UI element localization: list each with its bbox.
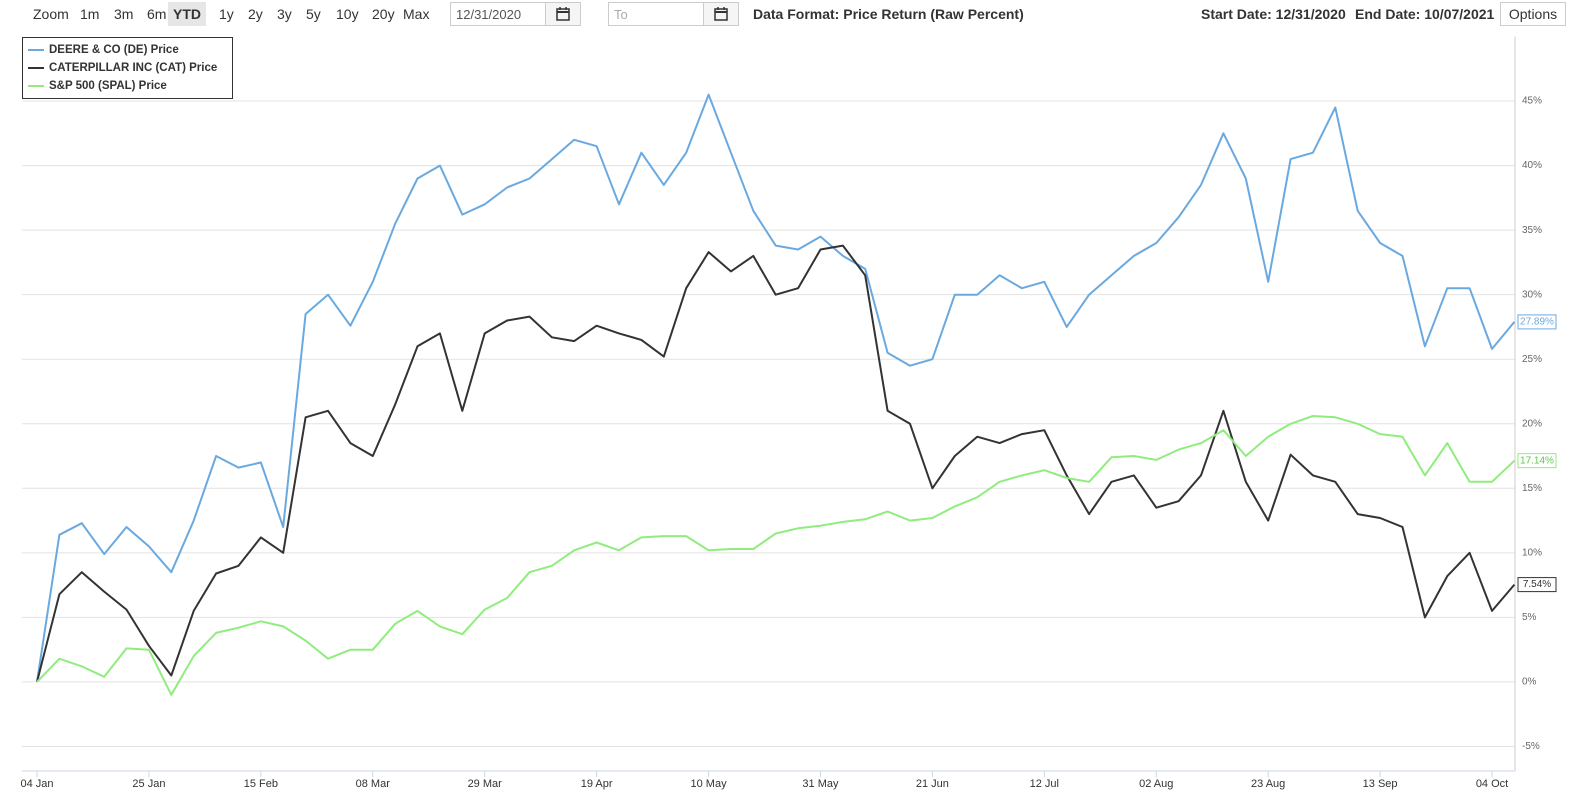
end-label: 17.14% xyxy=(1520,455,1554,466)
x-tick-label: 25 Jan xyxy=(132,778,165,790)
zoom-button[interactable]: 2y xyxy=(248,6,263,22)
series-line xyxy=(36,244,1516,683)
x-tick-label: 29 Mar xyxy=(468,778,503,790)
y-tick-label: 35% xyxy=(1522,225,1542,236)
zoom-button[interactable]: 3y xyxy=(277,6,292,22)
y-tick-label: -5% xyxy=(1522,741,1540,752)
series-line xyxy=(36,93,1516,683)
calendar-button[interactable] xyxy=(703,2,739,26)
calendar-button[interactable] xyxy=(545,2,581,26)
start-date: Start Date: 12/31/2020 xyxy=(1201,6,1346,22)
y-tick-label: 30% xyxy=(1522,289,1542,300)
x-tick-label: 15 Feb xyxy=(244,778,278,790)
x-tick-label: 12 Jul xyxy=(1030,778,1059,790)
x-tick-label: 10 May xyxy=(691,778,728,790)
legend-label: CATERPILLAR INC (CAT) Price xyxy=(49,62,217,74)
calendar-icon xyxy=(556,7,570,21)
legend-box xyxy=(22,37,233,99)
x-tick-label: 31 May xyxy=(802,778,839,790)
x-tick-label: 21 Jun xyxy=(916,778,949,790)
zoom-button[interactable]: 10y xyxy=(336,6,359,22)
zoom-button[interactable]: 20y xyxy=(372,6,395,22)
x-tick-label: 19 Apr xyxy=(581,778,613,790)
y-tick-label: 15% xyxy=(1522,483,1542,494)
series-line xyxy=(36,415,1516,696)
zoom-label: Zoom xyxy=(33,6,69,22)
y-tick-label: 25% xyxy=(1522,354,1542,365)
x-tick-label: 23 Aug xyxy=(1251,778,1285,790)
options-button[interactable]: Options xyxy=(1500,2,1566,26)
zoom-button[interactable]: 1y xyxy=(219,6,234,22)
zoom-button[interactable]: Max xyxy=(403,6,430,22)
calendar-icon xyxy=(714,7,728,21)
zoom-button[interactable]: YTD xyxy=(168,2,206,26)
from-date-input[interactable]: 12/31/2020 xyxy=(450,2,546,26)
end-date: End Date: 10/07/2021 xyxy=(1355,6,1495,22)
x-tick-label: 04 Jan xyxy=(20,778,53,790)
zoom-button[interactable]: 6m xyxy=(147,6,167,22)
end-flag xyxy=(1517,314,1557,330)
end-label: 7.54% xyxy=(1523,579,1551,590)
zoom-button[interactable]: 1m xyxy=(80,6,100,22)
to-date-input[interactable]: To xyxy=(608,2,704,26)
zoom-button[interactable]: 5y xyxy=(306,6,321,22)
y-tick-label: 40% xyxy=(1522,160,1542,171)
y-tick-label: 0% xyxy=(1522,677,1537,688)
data-format: Data Format: Price Return (Raw Percent) xyxy=(753,6,1024,22)
end-flag xyxy=(1517,577,1557,593)
y-tick-label: 20% xyxy=(1522,418,1542,429)
x-tick-label: 13 Sep xyxy=(1363,778,1398,790)
legend-label: S&P 500 (SPAL) Price xyxy=(49,80,167,92)
end-flag xyxy=(1517,453,1557,469)
zoom-button[interactable]: 3m xyxy=(114,6,134,22)
x-tick-label: 02 Aug xyxy=(1139,778,1173,790)
legend-label: DEERE & CO (DE) Price xyxy=(49,44,179,56)
end-label: 27.89% xyxy=(1520,317,1554,328)
x-tick-label: 04 Oct xyxy=(1476,778,1508,790)
y-tick-label: 5% xyxy=(1522,612,1537,623)
x-tick-label: 08 Mar xyxy=(356,778,391,790)
y-tick-label: 45% xyxy=(1522,96,1542,107)
y-tick-label: 10% xyxy=(1522,547,1542,558)
